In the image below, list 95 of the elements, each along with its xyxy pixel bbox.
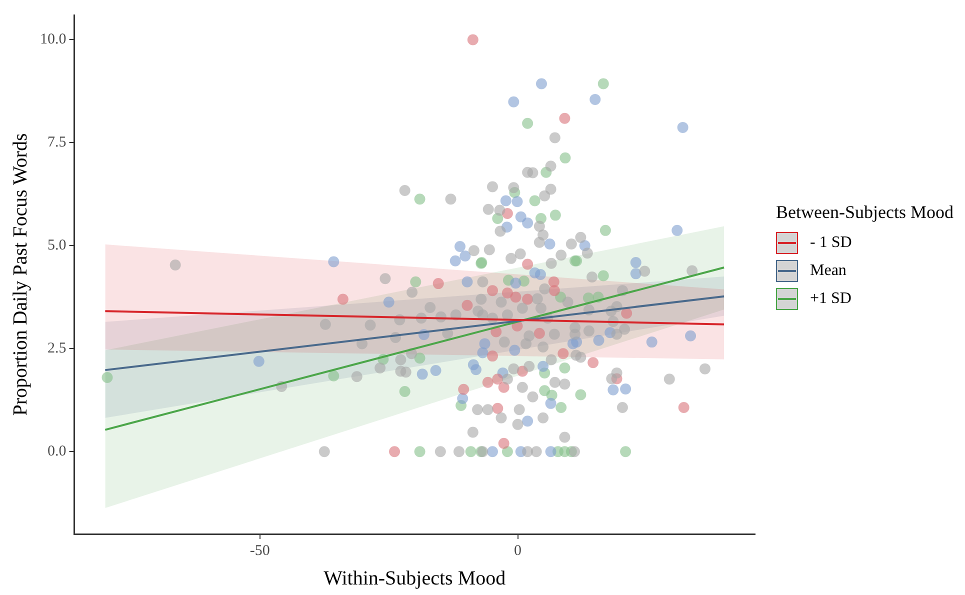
point — [462, 276, 473, 288]
point — [414, 352, 426, 364]
point — [416, 368, 428, 380]
y-tick-label: 10.0 — [40, 32, 66, 48]
point — [328, 370, 340, 382]
y-tick-label: 0.0 — [48, 444, 66, 460]
point — [646, 336, 658, 348]
point — [328, 256, 340, 268]
point — [470, 364, 482, 376]
point — [414, 446, 426, 458]
point — [482, 376, 494, 388]
point — [512, 196, 523, 208]
point — [477, 347, 488, 358]
point — [487, 285, 498, 296]
point — [457, 392, 468, 404]
point — [522, 218, 534, 229]
point — [522, 258, 534, 270]
point — [608, 384, 619, 396]
point — [337, 294, 348, 305]
point — [502, 288, 513, 299]
point — [515, 211, 526, 222]
point — [509, 344, 520, 356]
y-tick-label: 7.5 — [48, 134, 66, 151]
point — [575, 389, 586, 400]
point — [672, 224, 683, 236]
point — [430, 364, 442, 376]
point — [410, 276, 422, 288]
point — [492, 402, 504, 414]
point — [487, 446, 498, 458]
point — [450, 255, 461, 266]
point — [510, 278, 522, 289]
y-axis-title: Proportion Daily Past Focus Words — [9, 133, 32, 416]
point — [545, 398, 556, 409]
point — [556, 402, 567, 414]
point — [492, 374, 504, 385]
point — [498, 382, 510, 393]
point — [534, 269, 546, 280]
point — [389, 446, 400, 458]
point — [460, 250, 471, 262]
legend-title: Between-Subjects Mood — [776, 202, 954, 223]
point — [529, 195, 540, 206]
point — [462, 300, 473, 311]
point — [545, 446, 556, 458]
legend-label: +1 SD — [810, 290, 852, 308]
point — [508, 96, 520, 108]
x-axis-title: Within-Subjects Mood — [324, 567, 506, 590]
point — [590, 94, 601, 105]
point — [534, 328, 545, 339]
x-tick-label: -50 — [250, 542, 270, 559]
point — [102, 372, 113, 383]
point — [544, 238, 556, 250]
point — [522, 118, 534, 129]
point — [558, 348, 569, 360]
legend-label: Mean — [810, 262, 846, 280]
point — [678, 402, 690, 414]
point — [550, 210, 561, 221]
point — [399, 386, 410, 397]
point — [620, 446, 632, 458]
point — [522, 294, 534, 305]
point — [500, 195, 512, 206]
point — [559, 362, 570, 374]
point — [593, 334, 604, 346]
point — [677, 122, 688, 133]
point — [548, 285, 560, 296]
point — [253, 356, 264, 367]
point — [630, 268, 642, 280]
point — [559, 112, 570, 124]
legend-label: - 1 SD — [810, 234, 852, 252]
point — [383, 296, 394, 308]
point — [598, 270, 609, 282]
point — [510, 292, 522, 303]
point — [560, 152, 571, 164]
y-tick-label: 2.5 — [48, 340, 66, 357]
y-tick-label: 5.0 — [48, 238, 66, 254]
point — [458, 384, 470, 395]
point — [538, 360, 549, 372]
point — [479, 338, 490, 350]
point — [536, 78, 547, 90]
point — [685, 330, 696, 342]
point — [498, 438, 510, 449]
point — [621, 308, 632, 319]
point — [465, 446, 476, 458]
x-tick-label: 0 — [514, 542, 522, 559]
point — [502, 446, 513, 458]
point — [630, 257, 642, 268]
point — [522, 416, 534, 427]
point — [600, 224, 611, 236]
point — [432, 278, 444, 290]
point — [620, 384, 632, 395]
point — [487, 350, 498, 362]
point — [454, 240, 466, 252]
point — [414, 194, 426, 205]
point — [598, 78, 609, 90]
point — [467, 34, 478, 46]
point — [588, 357, 599, 368]
